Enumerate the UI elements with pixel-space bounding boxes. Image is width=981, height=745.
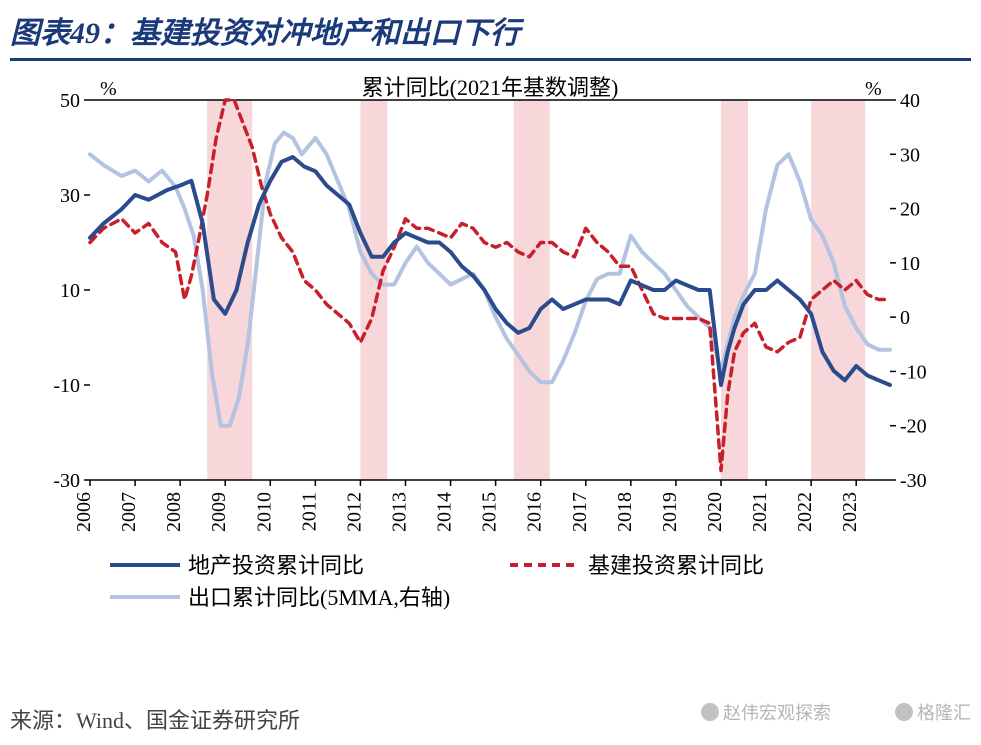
x-tick-label: 2023 [839, 492, 861, 532]
x-tick-label: 2015 [479, 492, 501, 532]
watermark-site: 格隆汇 [895, 699, 971, 725]
x-tick-label: 2007 [118, 492, 140, 532]
watermark-author-text: 赵伟宏观探索 [723, 699, 831, 725]
x-tick-label: 2013 [388, 492, 410, 532]
svg-text:50: 50 [60, 90, 80, 112]
watermark-author: 赵伟宏观探索 [701, 699, 831, 725]
svg-text:10: 10 [60, 280, 80, 302]
watermark-site-text: 格隆汇 [917, 699, 971, 725]
svg-text:地产投资累计同比: 地产投资累计同比 [188, 553, 364, 578]
svg-text:-10: -10 [900, 361, 927, 383]
svg-text:-30: -30 [53, 470, 80, 492]
svg-text:20: 20 [900, 199, 920, 221]
x-tick-label: 2022 [794, 492, 816, 532]
x-tick-label: 2006 [73, 492, 95, 532]
x-tick-label: 2016 [524, 492, 546, 532]
x-tick-label: 2009 [208, 492, 230, 532]
x-tick-label: 2008 [163, 492, 185, 532]
svg-text:基建投资累计同比: 基建投资累计同比 [588, 553, 764, 578]
chart-svg: -30 -10 10 30 50% -30 -20 -10 0 10 20 30 40% 累计同比(202… [20, 70, 960, 630]
svg-text:30: 30 [900, 144, 920, 166]
svg-text:0: 0 [900, 307, 910, 329]
svg-text:%: % [865, 78, 882, 100]
x-tick-label: 2012 [343, 492, 365, 532]
svg-text:%: % [100, 78, 117, 100]
x-tick-label: 2021 [749, 492, 771, 532]
x-tick-label: 2020 [704, 492, 726, 532]
x-tick-label: 2019 [659, 492, 681, 532]
chart-container: -30 -10 10 30 50% -30 -20 -10 0 10 20 30 40% 累计同比(202… [20, 70, 960, 630]
source-text: 来源：Wind、国金证券研究所 [10, 703, 300, 735]
svg-text:10: 10 [900, 253, 920, 275]
watermark-icon [895, 703, 913, 721]
svg-text:累计同比(2021年基数调整): 累计同比(2021年基数调整) [362, 75, 619, 100]
highlight-band [360, 100, 387, 480]
x-tick-label: 2017 [569, 492, 591, 532]
highlight-band [514, 100, 550, 480]
chart-title: 图表49：基建投资对冲地产和出口下行 [10, 8, 971, 61]
svg-text:-30: -30 [900, 470, 927, 492]
svg-text:-10: -10 [53, 375, 80, 397]
svg-text:出口累计同比(5MMA,右轴): 出口累计同比(5MMA,右轴) [188, 585, 450, 610]
x-tick-label: 2011 [298, 492, 320, 531]
svg-text:30: 30 [60, 185, 80, 207]
x-tick-label: 2014 [434, 492, 456, 532]
x-tick-label: 2010 [253, 492, 275, 532]
svg-text:-20: -20 [900, 416, 927, 438]
watermark-icon [701, 703, 719, 721]
highlight-band [811, 100, 865, 480]
svg-text:40: 40 [900, 90, 920, 112]
x-tick-label: 2018 [614, 492, 636, 532]
